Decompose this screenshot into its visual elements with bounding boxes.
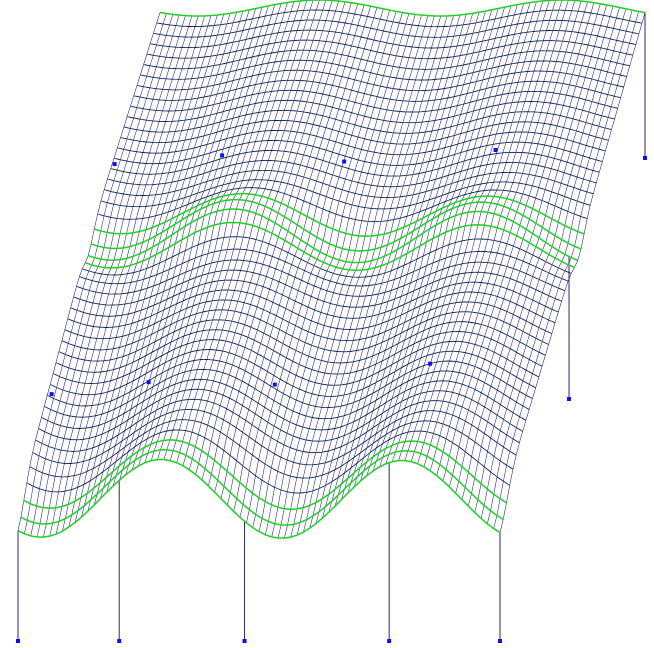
mesh-column-strand bbox=[474, 7, 620, 513]
mesh-highlight-strand bbox=[35, 399, 520, 453]
mesh-highlight-strand bbox=[50, 349, 536, 397]
support-lines-group bbox=[17, 12, 646, 641]
lower-surface-marker bbox=[146, 380, 151, 385]
upper-surface-marker bbox=[342, 159, 347, 164]
mesh-row-strand bbox=[79, 248, 569, 287]
mesh-highlight-strand bbox=[130, 90, 618, 113]
mesh-highlight-strand bbox=[41, 379, 527, 431]
mesh-row-strand bbox=[117, 129, 606, 156]
mesh-row-strand bbox=[38, 388, 523, 442]
mesh-row-strand bbox=[29, 419, 514, 479]
mesh-highlight-strand bbox=[52, 339, 540, 386]
mesh-row-strand bbox=[35, 398, 520, 454]
lower-support-marker bbox=[242, 639, 247, 643]
mesh-row-strand bbox=[97, 187, 588, 223]
mesh-row-strand bbox=[140, 59, 627, 81]
mesh-highlight-strand bbox=[47, 359, 533, 408]
mesh-row-strand bbox=[20, 449, 504, 526]
mesh-column-strand bbox=[347, 9, 493, 494]
upper-surface-marker bbox=[493, 147, 498, 152]
mesh-highlight-strand bbox=[127, 100, 615, 123]
mesh-column-strand bbox=[391, 1, 537, 462]
mesh-highlight-strand bbox=[87, 208, 579, 264]
mesh-highlight-strand bbox=[146, 39, 633, 59]
mesh-highlight-strand bbox=[94, 192, 585, 238]
mesh-highlight-strand bbox=[82, 236, 572, 278]
mesh-column-strand bbox=[220, 4, 365, 499]
mesh-row-strand bbox=[26, 429, 510, 494]
lower-support-marker bbox=[387, 639, 392, 643]
mesh-row-strand bbox=[113, 139, 603, 166]
upper-surface-marker bbox=[112, 162, 117, 167]
mesh-row-strand bbox=[100, 179, 591, 210]
mesh-column-strand bbox=[144, 2, 288, 463]
mesh-highlight-strand bbox=[61, 309, 549, 353]
mesh-row-strand bbox=[107, 160, 597, 188]
surface-mesh-group bbox=[17, 0, 646, 539]
mesh-highlight-strand bbox=[159, 0, 646, 17]
mesh-highlight-strand bbox=[58, 319, 546, 364]
mesh-highlight-strand bbox=[20, 448, 504, 526]
mesh-highlight-strand bbox=[150, 29, 636, 49]
mesh-highlight-strand bbox=[90, 198, 582, 252]
mesh-highlight-strand bbox=[100, 179, 591, 210]
mesh-highlight-strand bbox=[64, 299, 553, 341]
mesh-column-strand bbox=[398, 0, 544, 461]
mesh-row-strand bbox=[76, 259, 565, 297]
mesh-column-strand bbox=[493, 11, 639, 529]
mesh-highlight-strand bbox=[123, 110, 612, 134]
right-support-marker bbox=[567, 397, 572, 401]
lower-surface-marker bbox=[272, 382, 277, 387]
mesh-highlight-strand bbox=[29, 419, 514, 479]
lower-surface-marker bbox=[49, 392, 54, 397]
mesh-column-strand bbox=[296, 15, 442, 536]
mesh-highlight-strand bbox=[38, 388, 523, 442]
mesh-row-strand bbox=[136, 69, 624, 92]
mesh-highlight-strand bbox=[120, 120, 609, 145]
mesh-column-strand bbox=[429, 0, 576, 471]
mesh-row-strand bbox=[32, 408, 517, 466]
mesh-highlight-strand bbox=[70, 279, 559, 319]
upper-right-support-marker bbox=[643, 156, 647, 160]
lower-support-marker bbox=[16, 639, 20, 643]
mesh-highlight-strand bbox=[44, 369, 530, 419]
mesh-column-strand bbox=[461, 4, 607, 500]
mesh-row-strand bbox=[44, 368, 530, 420]
support-markers-group bbox=[16, 147, 647, 643]
mesh-highlight-strand bbox=[117, 130, 606, 155]
mesh-row-strand bbox=[41, 378, 527, 431]
mesh-highlight-strand bbox=[17, 458, 501, 539]
mesh-highlight-strand bbox=[67, 289, 556, 330]
mesh-highlight-strand bbox=[143, 49, 630, 70]
upper-surface-marker bbox=[220, 153, 225, 158]
mesh-highlight-strand bbox=[23, 438, 507, 511]
mesh-highlight-strand bbox=[85, 221, 575, 272]
lower-surface-marker bbox=[428, 361, 433, 366]
mesh-row-strand bbox=[120, 119, 609, 145]
mesh-row-strand bbox=[73, 269, 562, 308]
mesh-column-strand bbox=[417, 0, 563, 464]
mesh-column-strand bbox=[227, 6, 371, 506]
mesh-row-strand bbox=[17, 459, 501, 539]
mesh-highlight-strand bbox=[153, 19, 639, 38]
mesh-column-strand bbox=[233, 7, 378, 512]
mesh-row-strand bbox=[110, 150, 600, 177]
mesh-row-strand bbox=[127, 99, 615, 124]
lower-support-marker bbox=[117, 639, 122, 643]
mesh-column-strand bbox=[214, 3, 359, 493]
mesh-highlight-strand bbox=[55, 329, 543, 375]
mesh-column-strand bbox=[372, 4, 518, 471]
mesh-highlight-strand bbox=[156, 9, 643, 27]
mesh-row-strand bbox=[133, 79, 621, 102]
mesh-row-strand bbox=[104, 169, 594, 199]
lower-support-marker bbox=[498, 639, 502, 643]
